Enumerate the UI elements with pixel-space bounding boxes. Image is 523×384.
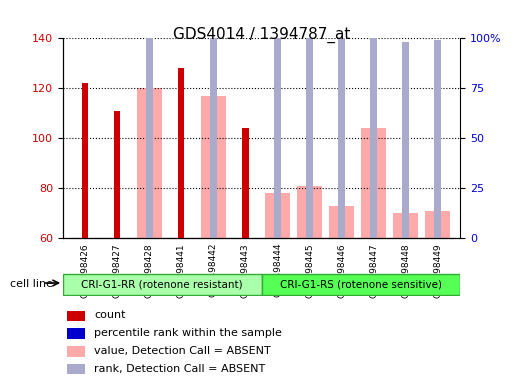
Bar	[361, 128, 386, 238]
Text: rank, Detection Call = ABSENT: rank, Detection Call = ABSENT	[94, 364, 265, 374]
Bar	[178, 68, 185, 238]
Bar	[435, 40, 441, 238]
Bar	[114, 111, 120, 238]
Text: cell line: cell line	[10, 279, 53, 289]
Bar	[210, 26, 217, 31]
Bar	[178, 20, 185, 25]
Bar	[230, 38, 262, 238]
Bar	[133, 38, 165, 238]
Bar	[82, 83, 88, 238]
Bar	[297, 185, 322, 238]
Bar	[390, 38, 422, 238]
Bar	[370, 30, 377, 238]
Bar	[274, 38, 281, 238]
Bar	[242, 26, 248, 31]
Bar	[242, 128, 248, 238]
Bar	[67, 328, 85, 339]
Text: GDS4014 / 1394787_at: GDS4014 / 1394787_at	[173, 27, 350, 43]
Text: percentile rank within the sample: percentile rank within the sample	[94, 328, 282, 338]
Bar	[293, 38, 326, 238]
Bar	[67, 311, 85, 321]
Bar	[165, 38, 197, 238]
Text: CRI-G1-RR (rotenone resistant): CRI-G1-RR (rotenone resistant)	[81, 279, 243, 289]
FancyBboxPatch shape	[262, 274, 460, 295]
Bar	[82, 24, 88, 29]
Bar	[338, 38, 345, 238]
Bar	[306, 38, 313, 238]
Bar	[69, 38, 101, 238]
Text: count: count	[94, 310, 126, 321]
Bar	[67, 346, 85, 357]
Bar	[326, 38, 358, 238]
Bar	[265, 193, 290, 238]
Text: CRI-G1-RS (rotenone sensitive): CRI-G1-RS (rotenone sensitive)	[280, 279, 442, 289]
Bar	[393, 213, 418, 238]
Bar	[426, 210, 450, 238]
FancyBboxPatch shape	[63, 274, 262, 295]
Bar	[262, 38, 293, 238]
Bar	[146, 26, 153, 238]
Bar	[101, 38, 133, 238]
Bar	[422, 38, 454, 238]
Bar	[358, 38, 390, 238]
Bar	[201, 96, 226, 238]
Bar	[402, 42, 409, 238]
Bar	[210, 26, 217, 238]
Bar	[329, 205, 354, 238]
Text: value, Detection Call = ABSENT: value, Detection Call = ABSENT	[94, 346, 270, 356]
Bar	[137, 88, 162, 238]
Bar	[197, 38, 230, 238]
Bar	[67, 364, 85, 374]
Bar	[114, 26, 120, 31]
